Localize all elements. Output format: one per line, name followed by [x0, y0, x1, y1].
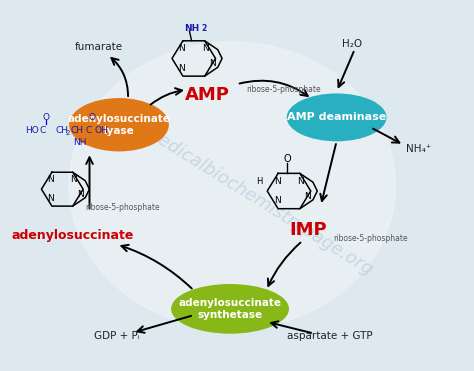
Text: N: N	[273, 177, 281, 186]
Text: ribose-5-phosphate: ribose-5-phosphate	[333, 234, 408, 243]
Text: H₂O: H₂O	[342, 39, 363, 49]
Ellipse shape	[69, 42, 395, 329]
Text: adenylosuccinate
synthetase: adenylosuccinate synthetase	[179, 298, 282, 320]
Text: NH₄⁺: NH₄⁺	[406, 144, 431, 154]
Text: AMP deaminase: AMP deaminase	[287, 112, 386, 122]
Text: N: N	[77, 190, 83, 199]
Text: 2: 2	[66, 130, 70, 136]
Text: N: N	[273, 196, 281, 205]
Text: N: N	[202, 44, 209, 53]
Text: N: N	[47, 175, 54, 184]
Text: H: H	[256, 177, 263, 186]
Text: AMP: AMP	[185, 86, 230, 104]
Text: N: N	[71, 175, 77, 184]
Text: HO: HO	[25, 126, 38, 135]
Text: C: C	[85, 126, 91, 135]
Text: IMP: IMP	[290, 221, 328, 239]
Text: C: C	[40, 126, 46, 135]
Ellipse shape	[171, 284, 289, 334]
Text: 2: 2	[201, 24, 206, 33]
Text: adenylosuccinate: adenylosuccinate	[11, 229, 134, 242]
Text: O: O	[88, 113, 95, 122]
Text: NH: NH	[73, 138, 87, 147]
Text: CH: CH	[55, 126, 69, 135]
Ellipse shape	[287, 93, 386, 141]
Text: N: N	[47, 194, 54, 203]
Text: ribose-5-phosphate: ribose-5-phosphate	[85, 203, 160, 212]
Text: OH: OH	[95, 126, 109, 135]
Text: NH: NH	[184, 24, 199, 33]
Text: aspartate + GTP: aspartate + GTP	[287, 331, 373, 341]
Text: N: N	[209, 59, 216, 68]
Text: N: N	[178, 44, 185, 53]
Text: N: N	[304, 192, 311, 201]
Text: ribose-5-phosphate: ribose-5-phosphate	[246, 85, 320, 94]
Text: adenylosuccinate
lyase: adenylosuccinate lyase	[67, 114, 171, 136]
Text: themedicalbiochemistrypage.org: themedicalbiochemistrypage.org	[115, 106, 377, 279]
Text: fumarate: fumarate	[74, 42, 123, 52]
Text: N: N	[178, 64, 185, 73]
Text: CH: CH	[70, 126, 83, 135]
Text: N: N	[298, 177, 304, 186]
Text: GDP + Pᵢ: GDP + Pᵢ	[94, 331, 139, 341]
Text: O: O	[43, 113, 50, 122]
Ellipse shape	[69, 98, 169, 151]
Text: O: O	[283, 154, 291, 164]
